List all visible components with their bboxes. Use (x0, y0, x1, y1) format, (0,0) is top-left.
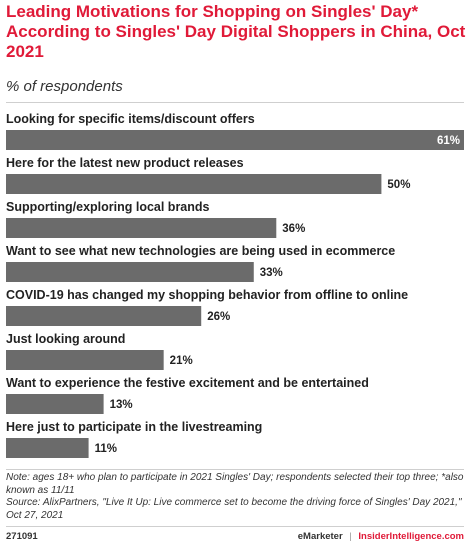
chart-title: Leading Motivations for Shopping on Sing… (6, 2, 466, 61)
brand-name: eMarketer (297, 531, 343, 542)
category-label: COVID-19 has changed my shopping behavio… (6, 288, 408, 302)
category-label: Just looking around (6, 332, 125, 346)
value-label: 50% (387, 179, 410, 191)
value-label: 26% (207, 311, 230, 323)
bar (6, 218, 277, 238)
footer-separator: | (349, 531, 352, 542)
bar (6, 262, 254, 282)
bar (6, 394, 104, 414)
category-label: Here just to participate in the livestre… (6, 420, 262, 434)
value-label: 33% (260, 267, 283, 279)
value-label: 21% (170, 355, 193, 367)
chart-notes: Note: ages 18+ who plan to participate i… (6, 472, 464, 522)
footer-brand-line: eMarketer | InsiderIntelligence.com (298, 531, 464, 542)
category-label: Supporting/exploring local brands (6, 200, 210, 214)
site-link[interactable]: InsiderIntelligence.com (358, 531, 464, 542)
bar (6, 438, 89, 458)
category-label: Want to experience the festive excitemen… (6, 376, 369, 390)
notes-divider (6, 469, 464, 470)
category-label: Want to see what new technologies are be… (6, 244, 395, 258)
footer-divider (6, 526, 464, 527)
bar-chart: Looking for specific items/discount offe… (6, 112, 464, 458)
category-label: Here for the latest new product releases (6, 156, 244, 170)
value-label: 61% (437, 135, 460, 147)
note-text: Note: ages 18+ who plan to participate i… (6, 472, 464, 496)
bar (6, 174, 382, 194)
value-label: 36% (282, 223, 305, 235)
value-label: 13% (110, 399, 133, 411)
bar (6, 306, 202, 326)
footer: 271091 eMarketer | InsiderIntelligence.c… (6, 531, 464, 545)
chart-subtitle: % of respondents (6, 78, 123, 95)
source-text: Source: AlixPartners, "Live It Up: Live … (6, 497, 462, 521)
value-label: 11% (95, 443, 117, 455)
bar (6, 350, 164, 370)
top-divider (6, 102, 464, 103)
bar (6, 130, 464, 150)
category-label: Looking for specific items/discount offe… (6, 112, 255, 126)
chart-id: 271091 (6, 531, 38, 542)
